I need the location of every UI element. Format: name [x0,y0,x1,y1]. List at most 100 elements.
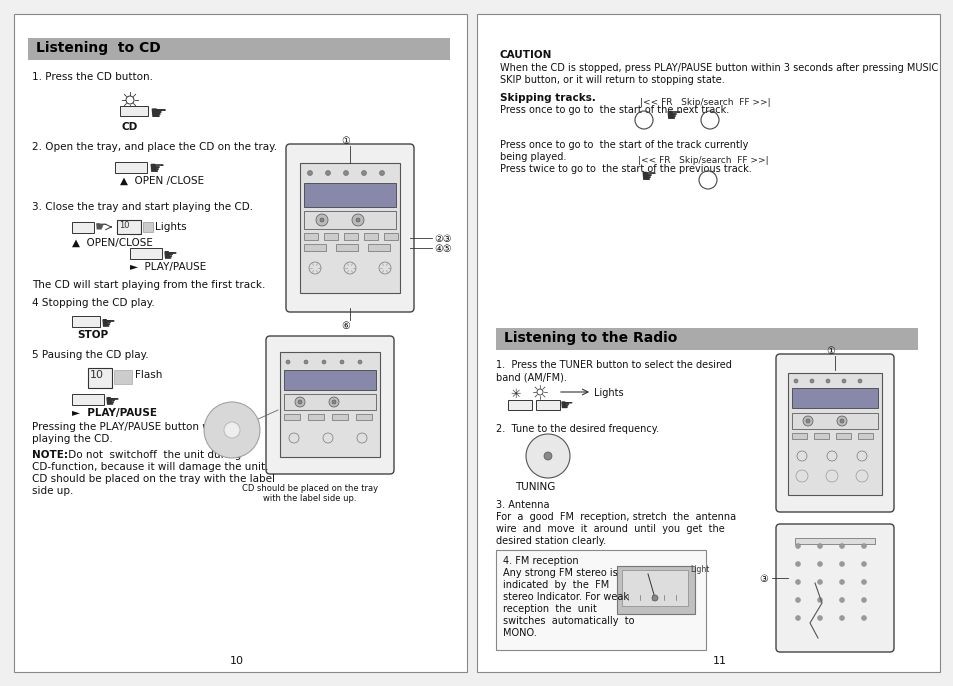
Circle shape [839,598,843,602]
Circle shape [795,562,800,567]
Bar [324,233,337,240]
Text: STOP: STOP [77,330,108,340]
Circle shape [795,598,800,602]
Circle shape [651,595,658,601]
Text: 11: 11 [712,656,726,666]
Text: ⑥: ⑥ [341,321,350,331]
Text: ②③: ②③ [434,234,451,244]
Text: ☛: ☛ [101,314,115,332]
Bar [143,222,152,232]
Circle shape [297,400,302,404]
Bar [71,316,100,327]
Bar [617,566,695,614]
Text: wire  and  move  it  around  until  you  get  the: wire and move it around until you get th… [496,524,724,534]
Text: switches  automatically  to: switches automatically to [502,616,634,626]
Circle shape [805,419,809,423]
Text: NOTE:: NOTE: [32,450,68,460]
Circle shape [840,419,843,423]
Bar [304,244,326,251]
Text: MONO.: MONO. [502,628,537,638]
Bar [120,106,148,116]
Text: reception  the  unit: reception the unit [502,604,597,614]
Text: with the label side up.: with the label side up. [263,494,356,503]
Bar [476,14,939,672]
Bar [130,248,162,259]
Bar [791,433,806,439]
Bar [368,244,390,251]
Circle shape [825,379,829,383]
Circle shape [817,598,821,602]
Circle shape [307,171,313,176]
Circle shape [357,360,361,364]
Text: 2.  Tune to the desired frequency.: 2. Tune to the desired frequency. [496,424,659,434]
Bar [496,550,705,650]
Circle shape [325,171,330,176]
Circle shape [839,543,843,549]
Text: Any strong FM stereo is: Any strong FM stereo is [502,568,618,578]
Text: Lights: Lights [154,222,187,232]
Bar [621,570,687,606]
Text: ☛: ☛ [639,168,656,186]
Text: ①: ① [825,346,835,356]
Circle shape [802,416,812,426]
Text: ☛: ☛ [664,107,680,125]
Bar [88,368,112,388]
Bar [332,414,348,420]
Text: Pressing the PLAY/PAUSE button will restart: Pressing the PLAY/PAUSE button will rest… [32,422,257,432]
Circle shape [861,598,865,602]
Bar [28,38,450,60]
Bar [857,433,872,439]
Text: ①: ① [341,136,350,146]
Circle shape [355,218,359,222]
Text: CD: CD [122,122,138,132]
Text: |<< FR   Skip/search  FF >>|: |<< FR Skip/search FF >>| [639,98,770,107]
Bar [304,211,395,229]
Bar [794,538,874,544]
Text: Press twice to go to  the start of the previous track.: Press twice to go to the start of the pr… [499,164,751,174]
Bar [299,163,399,293]
Text: TUNING: TUNING [515,482,555,492]
FancyBboxPatch shape [775,354,893,512]
Text: ▲  OPEN /CLOSE: ▲ OPEN /CLOSE [120,176,204,186]
Text: CD should be placed on the tray with the label: CD should be placed on the tray with the… [32,474,274,484]
Circle shape [224,422,240,438]
Text: CD should be placed on the tray: CD should be placed on the tray [242,484,377,493]
Text: CAUTION: CAUTION [499,50,552,60]
Text: ▲  OPEN/CLOSE: ▲ OPEN/CLOSE [71,238,152,248]
Bar [113,370,132,384]
Text: band (AM/FM).: band (AM/FM). [496,372,566,382]
FancyBboxPatch shape [266,336,394,474]
Text: SKIP button, or it will return to stopping state.: SKIP button, or it will return to stoppi… [499,75,724,85]
FancyBboxPatch shape [775,524,893,652]
Circle shape [379,171,384,176]
Text: Press once to go to  the start of the track currently: Press once to go to the start of the tra… [499,140,747,150]
Text: desired station clearly.: desired station clearly. [496,536,605,546]
Text: ☛: ☛ [163,246,177,264]
Bar [384,233,397,240]
Text: 10: 10 [230,656,244,666]
Circle shape [861,562,865,567]
Circle shape [793,379,797,383]
Text: When the CD is stopped, press PLAY/PAUSE button within 3 seconds after pressing : When the CD is stopped, press PLAY/PAUSE… [499,63,937,73]
Circle shape [857,379,862,383]
Text: ④⑤: ④⑤ [434,244,451,254]
Text: Listening  to CD: Listening to CD [36,41,161,55]
Circle shape [809,379,813,383]
Text: 2. Open the tray, and place the CD on the tray.: 2. Open the tray, and place the CD on th… [32,142,276,152]
Text: Lights: Lights [594,388,623,398]
Bar [284,370,375,390]
Bar [355,414,372,420]
Text: ☛: ☛ [105,392,120,410]
Text: ☛: ☛ [149,104,167,123]
Circle shape [329,397,338,407]
Text: ☛: ☛ [559,398,573,413]
Text: Light: Light [689,565,709,574]
Circle shape [795,615,800,621]
Text: Flash: Flash [135,370,162,380]
Text: 5 Pausing the CD play.: 5 Pausing the CD play. [32,350,149,360]
Text: ☛: ☛ [148,160,164,178]
Text: 10: 10 [119,221,130,230]
Circle shape [817,615,821,621]
Bar [304,183,395,207]
Text: being played.: being played. [499,152,566,162]
